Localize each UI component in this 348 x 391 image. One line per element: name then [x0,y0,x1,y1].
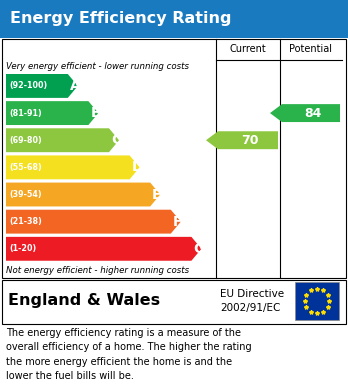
Polygon shape [6,237,201,261]
Text: (69-80): (69-80) [9,136,42,145]
Text: The energy efficiency rating is a measure of the
overall efficiency of a home. T: The energy efficiency rating is a measur… [6,328,252,381]
Polygon shape [6,74,78,98]
Text: F: F [173,215,182,229]
Text: England & Wales: England & Wales [8,294,160,308]
Polygon shape [6,183,160,206]
Text: Not energy efficient - higher running costs: Not energy efficient - higher running co… [6,266,189,275]
Text: 70: 70 [241,134,259,147]
Text: (39-54): (39-54) [9,190,42,199]
Text: (55-68): (55-68) [9,163,42,172]
Text: G: G [193,242,205,256]
Text: Energy Efficiency Rating: Energy Efficiency Rating [10,11,231,27]
Polygon shape [6,210,181,233]
Text: 84: 84 [304,107,322,120]
Polygon shape [6,101,98,125]
Text: Potential: Potential [290,44,332,54]
Polygon shape [6,128,119,152]
Text: (92-100): (92-100) [9,81,47,90]
Polygon shape [270,104,340,122]
Polygon shape [6,156,140,179]
Text: (21-38): (21-38) [9,217,42,226]
Text: Current: Current [230,44,266,54]
Text: (81-91): (81-91) [9,109,42,118]
Text: A: A [70,79,80,93]
Text: E: E [152,188,162,201]
Text: B: B [90,106,101,120]
Bar [2,280,346,324]
Bar [0,0,348,38]
Bar [295,282,339,320]
Bar [2,39,346,278]
Text: Very energy efficient - lower running costs: Very energy efficient - lower running co… [6,62,189,71]
Text: (1-20): (1-20) [9,244,36,253]
Text: D: D [132,160,143,174]
Text: EU Directive
2002/91/EC: EU Directive 2002/91/EC [220,289,284,313]
Polygon shape [206,131,278,149]
Text: C: C [111,133,121,147]
